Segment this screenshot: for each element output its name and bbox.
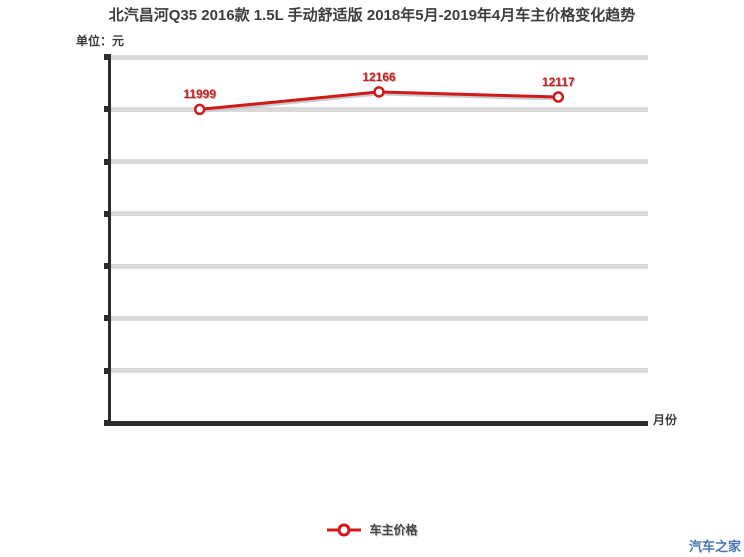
y-axis-unit-label: 单位：元 [76, 34, 125, 48]
y-axis-line [108, 55, 111, 426]
legend-item[interactable]: 车主价格 [326, 521, 418, 538]
y-axis-tick [104, 263, 111, 270]
legend-marker-icon [327, 523, 362, 536]
gridline [111, 263, 648, 269]
y-axis-tick [104, 106, 111, 113]
data-point-label: 12117 [541, 75, 575, 90]
gridline [111, 211, 648, 217]
gridline [111, 368, 648, 374]
data-point-marker [552, 91, 565, 103]
y-axis-tick [104, 367, 111, 374]
y-axis-tick [104, 420, 111, 426]
chart-title: 北汽昌河Q35 2016款 1.5L 手动舒适版 2018年5月-2019年4月… [108, 7, 636, 24]
gridline [111, 315, 648, 321]
y-axis-tick [104, 315, 111, 322]
data-point-marker [373, 86, 385, 98]
autohome-watermark-logo: 汽车之家 [688, 539, 741, 554]
y-axis-tick [104, 158, 111, 165]
gridline [111, 54, 648, 60]
data-point-label: 12166 [362, 69, 396, 84]
gridline [111, 159, 648, 165]
legend: 车主价格 [0, 521, 744, 538]
y-axis-tick [104, 210, 111, 217]
legend-item-label: 车主价格 [369, 523, 418, 537]
x-axis-line [108, 421, 648, 426]
gridline [111, 106, 648, 112]
y-axis-tick [104, 54, 111, 60]
data-point-label: 11999 [183, 87, 217, 102]
x-axis-label: 月份 [653, 413, 678, 427]
